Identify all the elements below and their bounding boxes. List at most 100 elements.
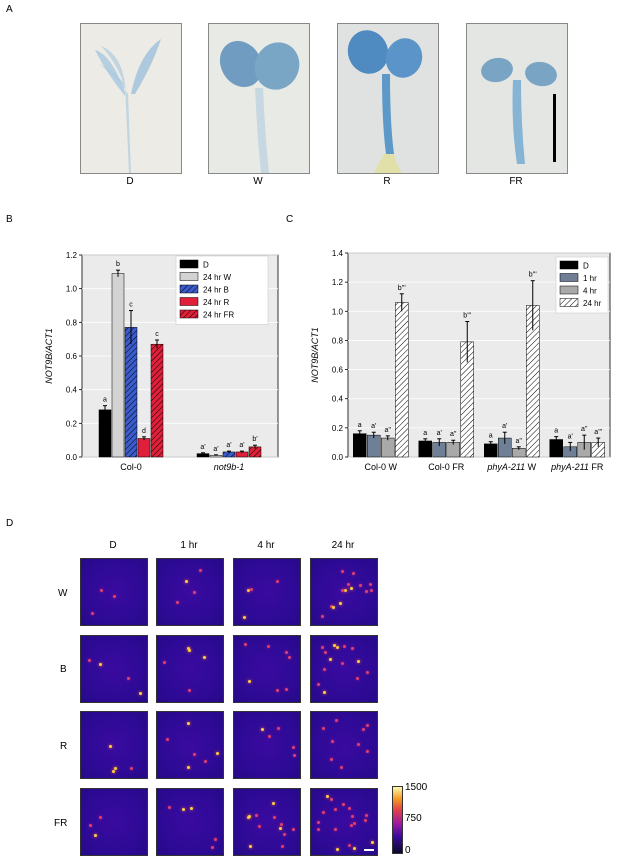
fluorescence-spot: [326, 795, 330, 799]
x-group-label: Col-0 W: [364, 462, 397, 472]
y-tick-label: 0.4: [66, 386, 78, 395]
seedling-photo-d: [80, 23, 182, 174]
legend-swatch: [179, 272, 199, 281]
chart-c: 0.0 0.2 0.4 0.6 0.8 1.0 1.2 1.4 NOT9B/ACT1 a a' a''…: [310, 249, 611, 472]
seedling-photo-r: [337, 23, 439, 174]
heat-image: [233, 558, 301, 626]
fluorescence-spot: [248, 680, 252, 684]
y-tick-label: 0.8: [332, 336, 344, 345]
y-axis-label: NOT9B/ACT1: [44, 328, 54, 384]
legend-swatch-hatch: [180, 285, 198, 293]
fluorescence-spot: [113, 766, 117, 770]
x-group-label: Col-0: [120, 462, 142, 472]
fluorescence-spot: [189, 807, 193, 811]
fluorescence-spot: [347, 844, 351, 848]
fluorescence-spot: [275, 688, 279, 692]
significance-letter: b''': [463, 312, 471, 319]
fluorescence-spot: [248, 844, 252, 848]
fluorescence-spot: [198, 569, 202, 573]
fluorescence-spot: [139, 692, 143, 696]
significance-letter: a''': [594, 429, 602, 436]
bar: [353, 433, 367, 458]
significance-letter: a'': [581, 426, 588, 433]
fluorescence-spot: [210, 846, 214, 850]
significance-letter: a'': [450, 431, 457, 438]
fluorescence-spot: [276, 580, 280, 584]
heat-image: [80, 788, 148, 856]
fluorescence-spot: [88, 659, 92, 663]
fluorescence-spot: [324, 650, 328, 654]
fluorescence-spot: [361, 727, 365, 731]
fluorescence-spot: [91, 612, 95, 616]
y-tick-label: 1.2: [332, 278, 344, 287]
significance-letter: a': [371, 423, 376, 430]
fluorescence-spot: [246, 588, 250, 592]
y-tick-label: 0.6: [332, 366, 344, 375]
heat-image: [310, 558, 378, 626]
significance-letter: b: [116, 261, 120, 268]
bar-hatch: [460, 341, 474, 457]
fluorescence-spot: [214, 838, 218, 842]
legend-swatch: [559, 260, 579, 270]
significance-letter: a'': [515, 438, 522, 445]
fluorescence-spot: [322, 667, 326, 671]
fluorescence-spot: [109, 744, 113, 748]
significance-letter: a': [239, 442, 244, 449]
y-tick-label: 0.8: [66, 318, 78, 327]
fluorescence-spot: [343, 645, 347, 649]
fluorescence-spot: [100, 588, 104, 592]
significance-letter: a': [568, 433, 573, 440]
heat-image: [80, 635, 148, 703]
heat-image: [156, 558, 224, 626]
fluorescence-spot: [352, 821, 356, 825]
fluorescence-spot: [317, 682, 321, 686]
fluorescence-spot: [330, 739, 334, 743]
chart-b-plot: 0.0 0.2 0.4 0.6 0.8 1.0 1.2 NOT9B/ACT1 a b c d c Col-…: [44, 251, 279, 472]
fluorescence-spot: [98, 663, 102, 667]
legend-swatch: [179, 259, 199, 269]
y-tick-label: 0.2: [66, 419, 78, 428]
fluorescence-spot: [321, 726, 325, 730]
heat-image: [233, 788, 301, 856]
legend-swatch: [559, 273, 579, 282]
legend-swatch-hatch: [180, 310, 198, 318]
fluorescence-spot: [254, 814, 258, 818]
fluorescence-spot: [358, 583, 362, 587]
seedling-photo-w: [208, 23, 310, 174]
fluorescence-spot: [317, 821, 320, 825]
fluorescence-spot: [364, 590, 368, 594]
x-group-label: not9b-1: [214, 462, 245, 472]
significance-letter: a: [489, 433, 493, 440]
fluorescence-spot: [323, 690, 327, 694]
fluorescence-spot: [349, 586, 353, 590]
fluorescence-spot: [188, 648, 192, 652]
legend-swatch-hatch: [560, 298, 578, 307]
x-group-label: phyA-211 W: [486, 462, 536, 472]
x-group-label: Col-0 FR: [428, 462, 465, 472]
legend-swatch: [179, 297, 199, 306]
bar-hatch: [591, 442, 605, 457]
legend-label: 4 hr: [583, 287, 597, 296]
fluorescence-spot: [129, 767, 133, 771]
fluorescence-spot: [353, 846, 357, 850]
fluorescence-spot: [339, 601, 343, 605]
colorbar-mid: 750: [405, 813, 422, 824]
y-tick-label: 0.0: [332, 453, 344, 462]
fluorescence-spot: [163, 661, 167, 665]
heat-col-d: D: [109, 540, 117, 551]
fluorescence-spot: [370, 589, 374, 593]
scale-bar: [364, 849, 374, 851]
fluorescence-spot: [258, 825, 262, 829]
heat-image: [310, 635, 378, 703]
fluorescence-spot: [356, 660, 360, 664]
bar: [111, 273, 125, 458]
fluorescence-spot: [317, 828, 321, 832]
fluorescence-spot: [284, 651, 288, 655]
fluorescence-spot: [127, 676, 131, 680]
significance-letter: b''': [529, 272, 537, 279]
y-tick-label: 0.0: [66, 453, 78, 462]
fluorescence-spot: [181, 807, 185, 811]
fluorescence-spot: [280, 823, 284, 827]
fluorescence-spot: [341, 803, 345, 807]
fluorescence-spot: [291, 827, 295, 831]
